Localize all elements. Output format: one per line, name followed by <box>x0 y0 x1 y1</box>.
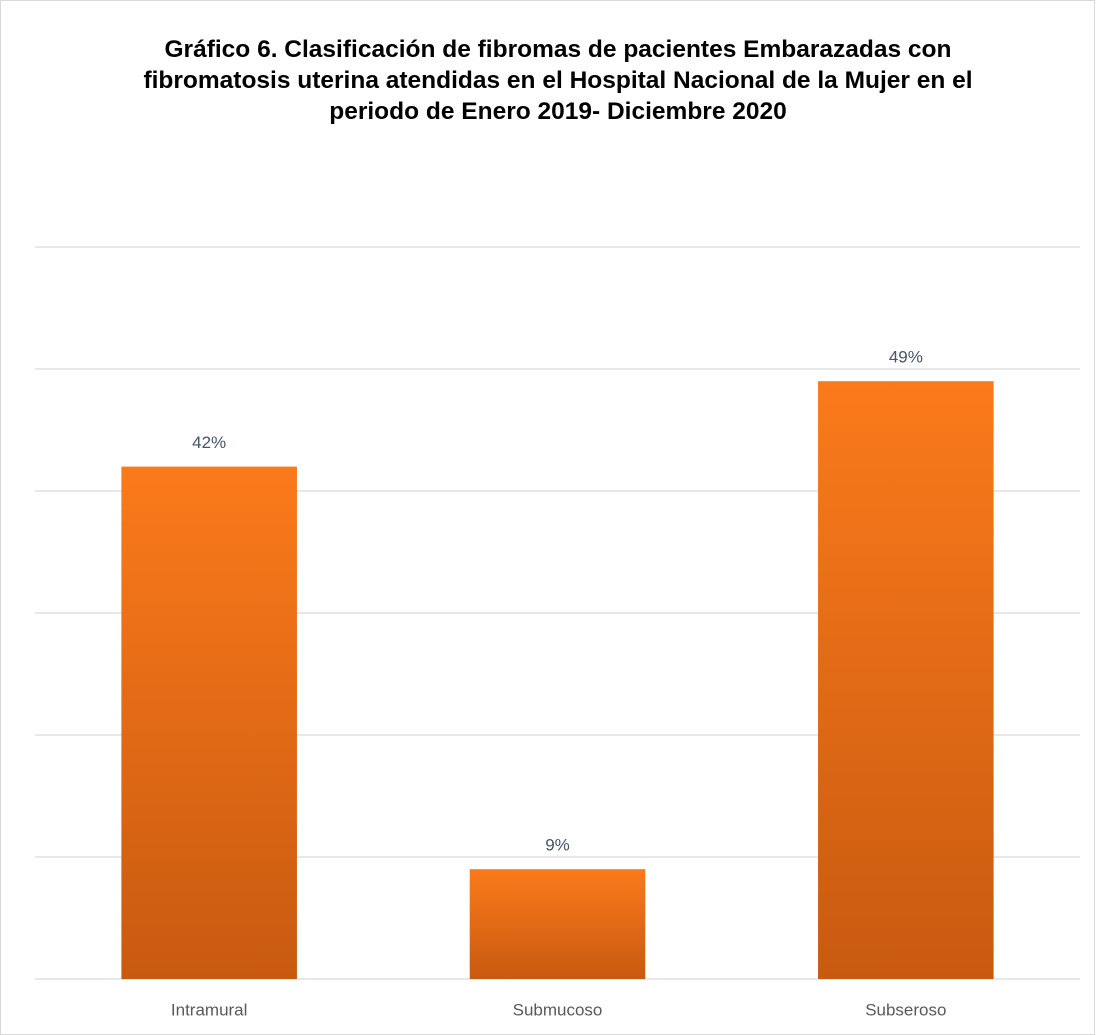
bar <box>818 381 994 979</box>
x-tick-label: Intramural <box>171 1000 248 1019</box>
data-label: 9% <box>545 836 570 855</box>
bar <box>121 466 297 980</box>
x-tick-label: Subseroso <box>865 1000 946 1019</box>
bar <box>469 869 646 979</box>
x-tick-label: Submucoso <box>513 1000 603 1019</box>
data-label: 42% <box>192 433 226 452</box>
chart-title: Gráfico 6. Clasificación de fibromas de … <box>143 36 973 125</box>
data-label: 49% <box>889 348 923 367</box>
